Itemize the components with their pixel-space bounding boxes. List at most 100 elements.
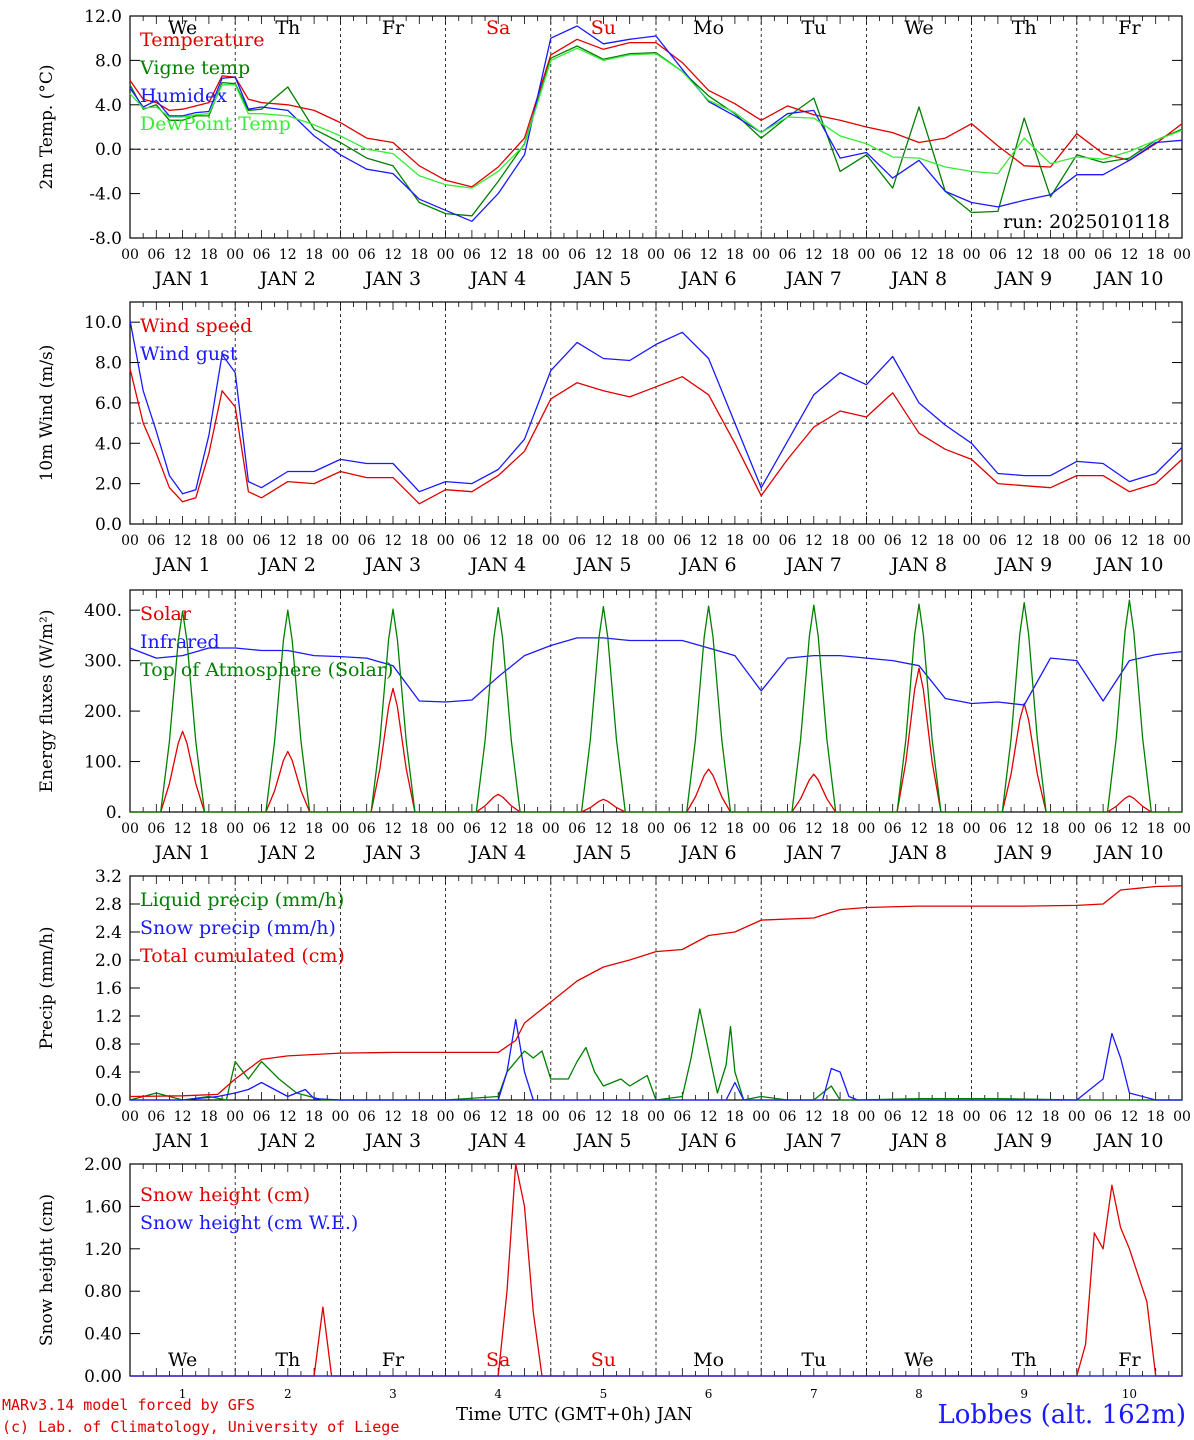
hour-tick-label: 06	[779, 533, 797, 549]
panel-3: 400. 300. 200. 100. 0. Energy fluxes (W/m²) So…	[37, 589, 1191, 864]
y-tick-label: 2.00	[84, 1155, 122, 1175]
day-number-label: 6	[705, 1387, 713, 1401]
hour-tick-label: 18	[410, 247, 428, 263]
y-tick-label: 200.	[84, 702, 122, 722]
hour-tick-label: 06	[673, 821, 691, 837]
hour-tick-label: 12	[174, 1109, 192, 1125]
y-tick-label: 0.0	[95, 1091, 122, 1111]
hour-tick-label: 18	[200, 247, 218, 263]
series-line-2	[130, 1018, 1182, 1101]
hour-tick-label: 06	[1094, 821, 1112, 837]
series-line-4	[129, 47, 1183, 189]
hour-tick-label: 06	[989, 247, 1007, 263]
hour-tick-label: 18	[516, 821, 534, 837]
date-label: JAN 9	[994, 268, 1052, 290]
hour-tick-label: 06	[779, 247, 797, 263]
hour-tick-label: 06	[568, 247, 586, 263]
hour-tick-label: 00	[963, 533, 981, 549]
hour-tick-label: 00	[1068, 247, 1086, 263]
date-label: JAN 9	[994, 842, 1052, 864]
x-axis-title: Time UTC (GMT+0h) JAN	[456, 1404, 693, 1425]
hour-tick-label: 18	[621, 247, 639, 263]
y-tick-label: 4.0	[95, 434, 122, 454]
date-label: JAN 6	[679, 842, 737, 864]
hour-tick-label: 18	[200, 1109, 218, 1125]
hour-tick-label: 00	[121, 1109, 139, 1125]
hour-tick-label: 00	[331, 1109, 349, 1125]
y-tick-label: 300.	[84, 652, 122, 672]
hour-tick-label: 12	[174, 821, 192, 837]
y-tick-label: 1.6	[95, 979, 122, 999]
series-line-2	[129, 320, 1183, 495]
hour-tick-label: 12	[805, 533, 823, 549]
legend-entry: Humidex	[140, 85, 227, 107]
hour-tick-label: 06	[779, 1109, 797, 1125]
y-tick-label: 2.0	[95, 475, 122, 495]
hour-tick-label: 00	[1173, 533, 1191, 549]
y-tick-label: 8.0	[95, 354, 122, 374]
hour-tick-label: 12	[174, 247, 192, 263]
hour-tick-label: 00	[857, 821, 875, 837]
hour-tick-label: 12	[1015, 533, 1033, 549]
weekday-label: Th	[1012, 1349, 1037, 1371]
hour-tick-label: 00	[226, 533, 244, 549]
date-label: JAN 10	[1093, 842, 1163, 864]
panel-5: 2.00 1.60 1.20 0.80 0.40 0.00 Snow height (cm)…	[37, 1155, 1183, 1387]
date-label: JAN 7	[784, 554, 842, 576]
day-number-label: 4	[494, 1387, 502, 1401]
hour-tick-label: 12	[489, 821, 507, 837]
y-tick-label: 8.0	[95, 51, 122, 71]
hour-tick-label: 18	[305, 821, 323, 837]
date-label: JAN 1	[153, 268, 211, 290]
hour-tick-label: 00	[1068, 533, 1086, 549]
hour-tick-label: 06	[147, 821, 165, 837]
y-tick-label: 1.60	[84, 1197, 122, 1217]
hour-tick-label: 06	[673, 1109, 691, 1125]
hour-tick-label: 06	[673, 247, 691, 263]
date-label: JAN 2	[258, 554, 316, 576]
date-label: JAN 3	[363, 842, 421, 864]
hour-tick-label: 18	[936, 533, 954, 549]
y-tick-label: 3.2	[95, 867, 122, 887]
y-tick-label: 12.0	[84, 7, 122, 27]
hour-tick-label: 18	[621, 1109, 639, 1125]
hour-tick-label: 12	[1120, 1109, 1138, 1125]
date-label: JAN 5	[573, 268, 631, 290]
date-label: JAN 7	[784, 268, 842, 290]
hour-tick-label: 06	[568, 821, 586, 837]
date-label: JAN 1	[153, 554, 211, 576]
hour-tick-label: 06	[989, 533, 1007, 549]
hour-tick-label: 18	[726, 533, 744, 549]
y-tick-label: 1.2	[95, 1007, 122, 1027]
hour-tick-label: 18	[1147, 247, 1165, 263]
hour-tick-label: 18	[726, 247, 744, 263]
hour-tick-label: 12	[910, 247, 928, 263]
hour-tick-label: 12	[489, 1109, 507, 1125]
hour-tick-label: 12	[489, 533, 507, 549]
hour-tick-label: 18	[200, 821, 218, 837]
hour-tick-label: 18	[1147, 821, 1165, 837]
y-tick-label: 100.	[84, 753, 122, 773]
date-label: JAN 5	[573, 842, 631, 864]
lab-credit: (c) Lab. of Climatology, University of L…	[2, 1418, 400, 1436]
hour-tick-label: 18	[1042, 1109, 1060, 1125]
weekday-label: We	[904, 17, 933, 39]
series-line-1	[129, 1008, 1182, 1101]
weekday-label: Fr	[382, 1349, 405, 1371]
hour-tick-label: 00	[1173, 247, 1191, 263]
hour-tick-label: 00	[963, 1109, 981, 1125]
hour-tick-label: 12	[700, 1109, 718, 1125]
hour-tick-label: 00	[752, 821, 770, 837]
weekday-label: Fr	[1118, 1349, 1141, 1371]
date-label: JAN 6	[679, 554, 737, 576]
hour-tick-label: 06	[568, 1109, 586, 1125]
day-number-label: 2	[284, 1387, 292, 1401]
date-label: JAN 4	[468, 1130, 526, 1152]
date-label: JAN 4	[468, 268, 526, 290]
legend-entry: Wind speed	[140, 315, 252, 337]
hour-tick-label: 12	[805, 247, 823, 263]
weekday-label: Mo	[693, 1349, 724, 1371]
series-line-1	[129, 368, 1183, 505]
hour-tick-label: 00	[437, 1109, 455, 1125]
date-label: JAN 8	[889, 554, 947, 576]
